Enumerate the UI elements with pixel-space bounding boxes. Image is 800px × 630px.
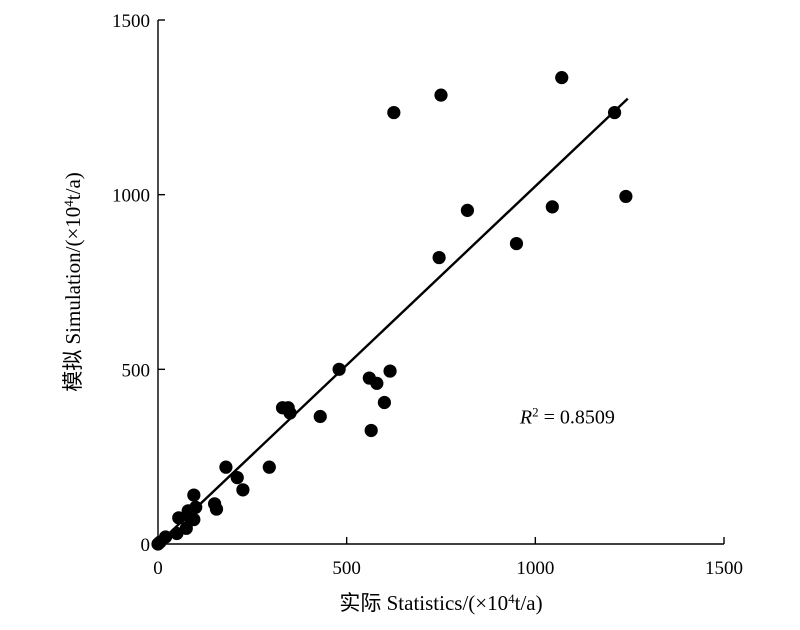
data-point [432, 250, 446, 265]
axis-ticks: 0 500 1000 1500 0 500 1000 1500 [112, 11, 743, 579]
data-point [370, 376, 384, 390]
data-point [187, 512, 201, 527]
data-point [209, 502, 224, 516]
data-point [332, 362, 346, 376]
data-point [179, 521, 193, 535]
data-point [509, 236, 524, 251]
y-tick-label: 500 [122, 360, 151, 381]
data-points [151, 71, 633, 551]
data-point [230, 471, 244, 485]
x-tick-label: 1000 [516, 558, 554, 579]
data-point [187, 488, 201, 502]
data-point [364, 423, 378, 438]
y-tick-label: 1000 [112, 186, 150, 207]
data-point [460, 203, 475, 217]
data-point [219, 460, 233, 474]
y-axis-title: 模拟 Simulation/(×104t/a) [61, 172, 86, 392]
data-point [313, 409, 327, 424]
data-point [236, 483, 250, 497]
data-point [262, 460, 276, 474]
x-tick-label: 500 [332, 558, 361, 579]
y-tick-label: 1500 [112, 11, 150, 32]
y-tick-label: 0 [141, 535, 151, 556]
data-point [383, 364, 397, 378]
r-squared-annotation: R2 = 0.8509 [519, 404, 615, 429]
x-axis-title: 实际 Statistics/(×104t/a) [339, 591, 542, 616]
data-point [434, 88, 448, 102]
data-point [387, 105, 401, 120]
data-point [555, 71, 569, 85]
x-tick-label: 1500 [705, 558, 743, 579]
data-point [619, 189, 633, 204]
data-point [377, 395, 391, 410]
x-tick-label: 0 [153, 558, 163, 579]
fit-line [157, 97, 629, 545]
data-point [545, 200, 559, 214]
